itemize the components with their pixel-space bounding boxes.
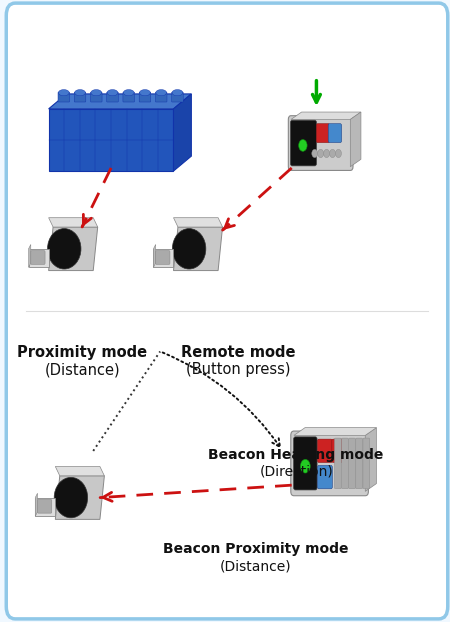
Polygon shape	[49, 218, 98, 227]
Circle shape	[336, 149, 342, 157]
Polygon shape	[351, 112, 361, 167]
Text: Proximity mode: Proximity mode	[17, 345, 147, 360]
Ellipse shape	[123, 90, 134, 96]
FancyBboxPatch shape	[156, 251, 170, 264]
FancyBboxPatch shape	[171, 92, 183, 102]
Ellipse shape	[91, 90, 102, 96]
Polygon shape	[55, 466, 104, 476]
FancyBboxPatch shape	[318, 439, 333, 463]
Polygon shape	[174, 218, 223, 227]
Ellipse shape	[172, 90, 183, 96]
Ellipse shape	[140, 90, 150, 96]
FancyBboxPatch shape	[316, 124, 330, 142]
FancyBboxPatch shape	[90, 92, 102, 102]
Polygon shape	[153, 249, 174, 267]
Circle shape	[312, 149, 318, 157]
FancyBboxPatch shape	[291, 431, 369, 496]
Polygon shape	[291, 112, 361, 119]
Ellipse shape	[54, 478, 88, 518]
FancyBboxPatch shape	[356, 438, 363, 489]
Text: Beacon Proximity mode: Beacon Proximity mode	[163, 542, 349, 557]
Circle shape	[329, 149, 336, 157]
FancyBboxPatch shape	[107, 92, 118, 102]
FancyBboxPatch shape	[332, 439, 346, 463]
Polygon shape	[174, 227, 223, 271]
Polygon shape	[28, 244, 31, 267]
FancyBboxPatch shape	[363, 438, 370, 489]
Polygon shape	[55, 476, 104, 519]
Circle shape	[299, 139, 307, 151]
FancyBboxPatch shape	[139, 92, 151, 102]
Text: (Distance): (Distance)	[220, 559, 292, 573]
FancyBboxPatch shape	[123, 92, 135, 102]
FancyBboxPatch shape	[58, 92, 70, 102]
Text: (Button press): (Button press)	[186, 362, 290, 377]
FancyBboxPatch shape	[342, 438, 348, 489]
Text: Beacon Heading mode: Beacon Heading mode	[208, 448, 384, 462]
Circle shape	[324, 149, 329, 157]
FancyBboxPatch shape	[288, 116, 353, 170]
Ellipse shape	[156, 90, 166, 96]
FancyBboxPatch shape	[349, 438, 356, 489]
FancyBboxPatch shape	[37, 499, 52, 513]
Circle shape	[301, 459, 310, 473]
Text: Remote mode: Remote mode	[181, 345, 295, 360]
FancyBboxPatch shape	[74, 92, 86, 102]
FancyBboxPatch shape	[290, 120, 316, 166]
Polygon shape	[28, 249, 49, 267]
Polygon shape	[365, 428, 376, 491]
Ellipse shape	[107, 90, 118, 96]
Circle shape	[318, 149, 324, 157]
Ellipse shape	[58, 90, 69, 96]
FancyBboxPatch shape	[293, 437, 317, 490]
FancyBboxPatch shape	[6, 3, 448, 619]
Ellipse shape	[75, 90, 86, 96]
Ellipse shape	[48, 229, 81, 269]
Polygon shape	[49, 94, 191, 109]
Polygon shape	[49, 109, 174, 171]
FancyBboxPatch shape	[31, 251, 45, 264]
FancyBboxPatch shape	[334, 438, 341, 489]
Polygon shape	[49, 227, 98, 271]
FancyBboxPatch shape	[328, 124, 342, 142]
Text: (Distance): (Distance)	[44, 362, 120, 377]
Text: (Direction): (Direction)	[259, 465, 333, 479]
Ellipse shape	[172, 229, 206, 269]
Polygon shape	[35, 498, 55, 516]
FancyBboxPatch shape	[318, 465, 333, 489]
FancyBboxPatch shape	[155, 92, 167, 102]
Polygon shape	[294, 428, 376, 435]
Polygon shape	[35, 493, 37, 516]
Polygon shape	[153, 244, 156, 267]
Polygon shape	[174, 94, 191, 171]
